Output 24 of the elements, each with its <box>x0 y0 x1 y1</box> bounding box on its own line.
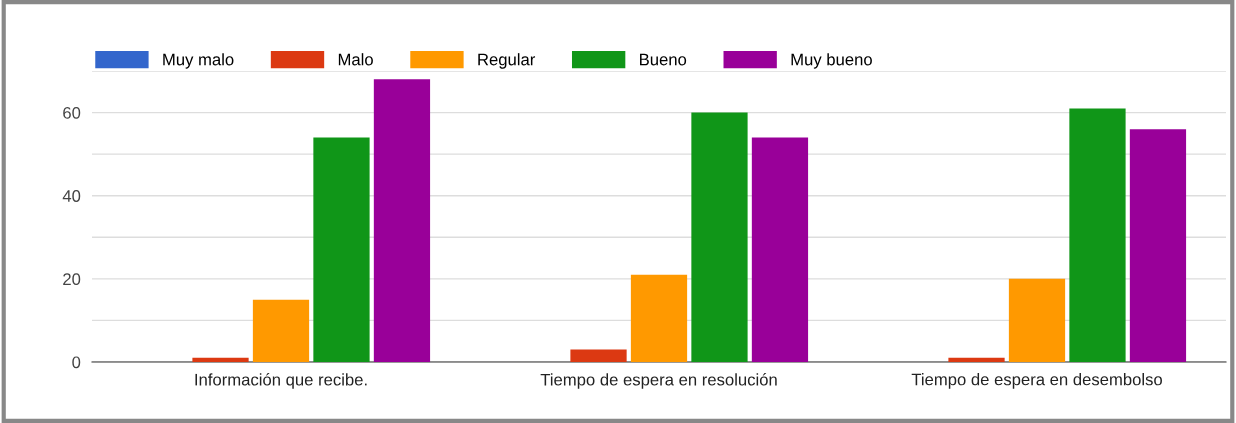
bar <box>1069 108 1126 362</box>
y-tick-label: 0 <box>72 356 81 369</box>
bar <box>948 357 1005 362</box>
legend-label: Bueno <box>640 53 687 66</box>
legend-label: Muy malo <box>163 53 234 69</box>
x-tick-label: Tiempo de espera en resolución <box>540 373 777 389</box>
bar <box>570 349 627 362</box>
legend-label: Regular <box>478 53 536 69</box>
bar <box>751 137 809 362</box>
legend-label: Malo <box>338 53 373 66</box>
bar <box>1008 278 1066 362</box>
y-tick-label: 20 <box>63 273 81 286</box>
legend-label: Muy bueno <box>791 53 872 69</box>
bar <box>373 79 431 362</box>
bar <box>313 137 370 362</box>
bar <box>691 112 748 362</box>
bar <box>252 299 310 362</box>
x-tick-label: Tiempo de espera en desembolso <box>911 373 1162 389</box>
x-tick-label: Información que recibe. <box>195 373 367 389</box>
bar <box>192 357 249 362</box>
y-tick-label: 60 <box>63 106 81 119</box>
y-tick-label: 40 <box>62 190 81 202</box>
bar <box>630 274 688 362</box>
bar <box>1129 129 1187 362</box>
